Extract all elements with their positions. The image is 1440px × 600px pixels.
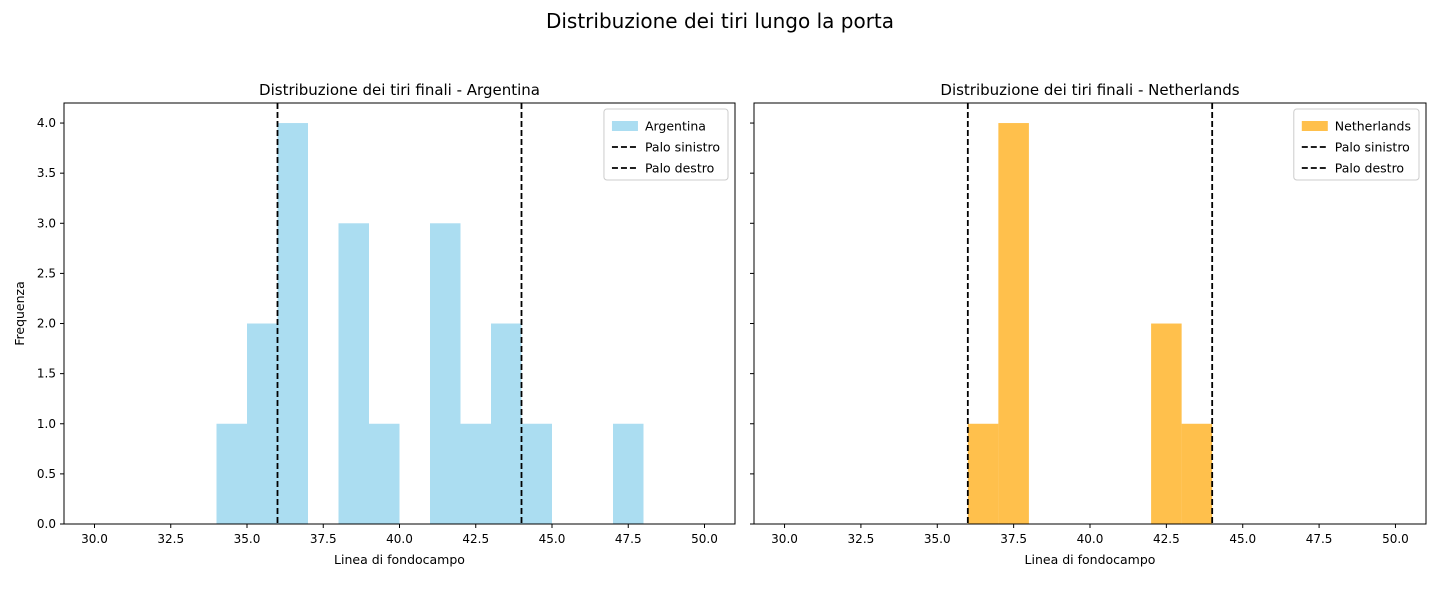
subplot-1: 30.0 32.5 35.0 37.5 40.0 42.5 45.0 47.5 50.0 0.0 0… xyxy=(12,81,736,567)
y-axis-label: Frequenza xyxy=(12,281,27,346)
legend-label: Palo destro xyxy=(1335,161,1404,176)
x-tick-label: 32.5 xyxy=(848,532,875,546)
legend-label: Palo sinistro xyxy=(1335,140,1410,155)
x-tick-label: 30.0 xyxy=(81,532,108,546)
legend-label: Palo destro xyxy=(645,161,714,176)
histogram-bar xyxy=(247,323,278,524)
x-tick-label: 50.0 xyxy=(1382,532,1409,546)
y-tick-label: 1.5 xyxy=(37,367,56,381)
histogram-bar xyxy=(369,423,400,524)
legend: Argentina Palo sinistro Palo destro xyxy=(603,108,729,181)
legend: Netherlands Palo sinistro Palo destro xyxy=(1293,108,1420,181)
x-tick-label: 42.5 xyxy=(1153,532,1180,546)
histogram-bar xyxy=(1151,323,1182,524)
subplot-2: 30.0 32.5 35.0 37.5 40.0 42.5 45.0 47.5 50.0 Dist… xyxy=(750,81,1427,567)
x-tick-label: 40.0 xyxy=(386,532,413,546)
x-axis-label: Linea di fondocampo xyxy=(334,552,465,567)
histogram-bar xyxy=(521,423,552,524)
histogram-bar xyxy=(967,423,999,524)
y-tick-label: 3.0 xyxy=(37,216,56,230)
x-tick-label: 47.5 xyxy=(615,532,642,546)
x-tick-label: 45.0 xyxy=(539,532,566,546)
x-tick-label: 35.0 xyxy=(924,532,951,546)
x-tick-label: 37.5 xyxy=(310,532,337,546)
subplot-title: Distribuzione dei tiri finali - Netherla… xyxy=(940,81,1239,99)
histogram-bar xyxy=(216,423,247,524)
legend-label: Netherlands xyxy=(1335,119,1411,134)
legend-swatch xyxy=(1301,121,1328,131)
legend-label: Argentina xyxy=(645,119,706,134)
y-tick-label: 1.0 xyxy=(37,417,56,431)
legend-label: Palo sinistro xyxy=(645,140,720,155)
histogram-bar xyxy=(430,223,461,525)
histogram-bar xyxy=(460,423,491,524)
subplots: 30.0 32.5 35.0 37.5 40.0 42.5 45.0 47.5 50.0 0.0 0… xyxy=(12,81,1427,567)
y-tick-label: 0.0 xyxy=(37,517,56,531)
histogram-bar xyxy=(491,323,522,524)
histogram-bar xyxy=(338,223,369,525)
histogram-bar xyxy=(998,123,1029,525)
y-tick-label: 3.5 xyxy=(37,166,56,180)
x-tick-label: 35.0 xyxy=(234,532,261,546)
figure-suptitle: Distribuzione dei tiri lungo la porta xyxy=(546,9,894,33)
y-tick-label: 0.5 xyxy=(37,467,56,481)
x-tick-label: 30.0 xyxy=(771,532,798,546)
y-tick-label: 2.5 xyxy=(37,266,56,280)
x-tick-label: 45.0 xyxy=(1229,532,1256,546)
x-tick-label: 40.0 xyxy=(1077,532,1104,546)
subplot-title: Distribuzione dei tiri finali - Argentin… xyxy=(259,81,540,99)
x-tick-label: 32.5 xyxy=(157,532,184,546)
legend-swatch xyxy=(611,121,638,131)
x-axis-label: Linea di fondocampo xyxy=(1025,552,1156,567)
x-tick-label: 37.5 xyxy=(1000,532,1027,546)
y-tick-label: 4.0 xyxy=(37,116,56,130)
histogram-bar xyxy=(613,423,644,524)
x-tick-label: 42.5 xyxy=(462,532,489,546)
y-tick-label: 2.0 xyxy=(37,317,56,331)
x-tick-label: 50.0 xyxy=(691,532,718,546)
x-tick-label: 47.5 xyxy=(1306,532,1333,546)
histogram-bar xyxy=(1181,423,1213,524)
histogram-bar xyxy=(277,123,308,525)
